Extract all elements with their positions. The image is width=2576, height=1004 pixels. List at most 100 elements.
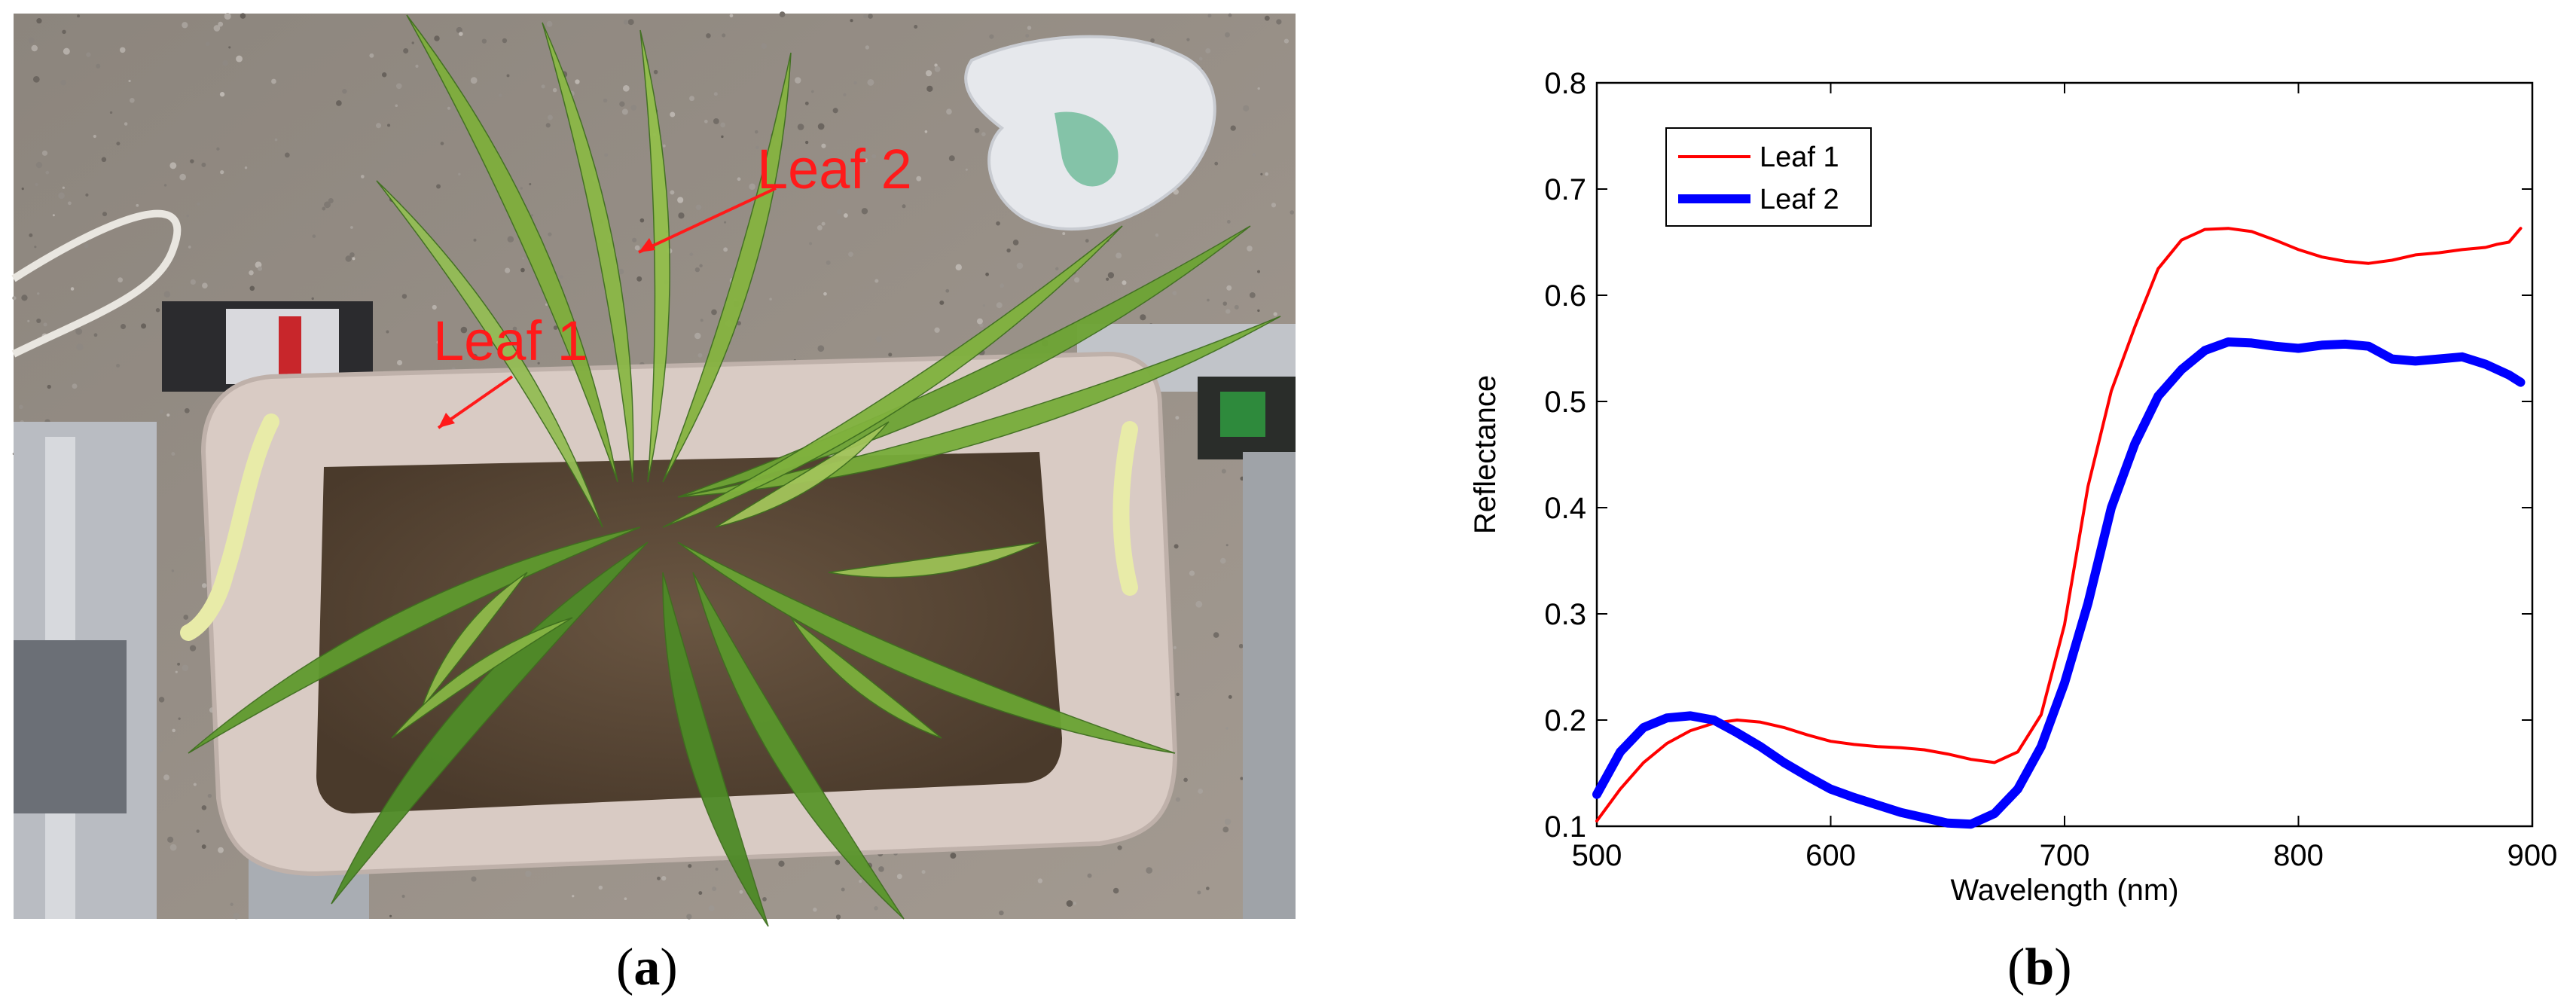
gravel-speck [821,143,826,148]
gravel-speck [188,246,191,249]
gravel-speck [1222,826,1229,833]
gravel-speck [545,123,551,128]
gravel-speck [218,847,224,853]
gravel-speck [916,175,922,182]
gravel-speck [240,13,246,19]
gravel-speck [396,359,403,366]
gravel-speck [843,93,847,96]
gravel-speck [411,41,414,44]
gravel-speck [47,384,51,389]
gravel-speck [499,93,502,97]
gravel-speck [389,914,392,917]
gravel-speck [888,352,893,357]
caption-b: (b) [2007,938,2072,996]
gravel-speck [1062,232,1066,236]
gravel-speck [795,77,801,84]
gravel-speck [522,257,525,260]
gravel-speck [686,914,692,920]
maize-leaf [391,617,573,739]
gravel-speck [713,92,718,96]
gravel-speck [177,662,181,666]
gravel-speck [1225,309,1231,314]
gravel-speck [41,150,48,156]
gravel-speck [945,288,950,293]
gravel-speck [201,805,207,810]
gravel-speck [190,279,196,285]
gravel-speck [878,866,884,872]
gravel-speck [627,19,634,26]
gravel-speck [381,72,387,78]
gravel-speck [530,214,533,217]
gravel-speck [84,243,89,249]
gravel-speck [965,168,968,171]
gravel-speck [630,105,637,111]
gravel-speck [169,844,177,851]
gravel-speck [661,875,667,881]
gravel-speck [1174,544,1179,549]
gravel-speck [662,144,666,148]
gravel-speck [502,38,508,44]
gravel-speck [507,236,514,243]
gravel-speck [1264,15,1270,21]
gravel-speck [711,309,717,316]
gravel-speck [130,97,135,103]
gravel-speck [401,294,407,299]
soil [316,452,1062,813]
gravel-speck [487,351,490,355]
maize-leaf [828,542,1040,578]
gravel-speck [456,26,462,34]
gravel-speck [934,327,940,333]
gravel-speck [624,897,627,901]
gravel-speck [1198,789,1204,794]
gravel-speck [345,255,352,262]
gravel-speck [62,29,66,35]
gravel-speck [434,35,440,41]
gravel-speck [349,252,355,258]
gravel-speck [545,303,548,307]
legend-entry-label: Leaf 1 [1760,142,1839,173]
gravel-speck [141,323,147,329]
gravel-speck [902,204,906,209]
gravel-speck [1195,600,1203,608]
gravel-speck [205,41,210,47]
gravel-speck [101,157,107,163]
gravel-speck [244,166,248,169]
gravel-speck [559,275,563,279]
gravel-speck [1206,887,1210,890]
gravel-speck [706,33,711,38]
gravel-speck [436,184,441,189]
gravel-speck [224,13,231,20]
gravel-speck [167,836,174,843]
gravel-speck [1225,32,1230,38]
gravel-speck [826,260,831,265]
gravel-speck [1221,468,1226,474]
gravel-speck [552,87,557,93]
gravel-speck [810,90,814,93]
gravel-speck [1006,248,1011,253]
gravel-speck [778,860,785,867]
gravel-speck [460,326,468,334]
gravel-speck [1140,314,1146,321]
gravel-speck [166,414,170,417]
gravel-speck [1116,252,1122,259]
gravel-speck [1271,203,1277,208]
gravel-speck [755,145,759,150]
gravel-speck [677,197,684,203]
x-tick-label: 700 [2040,839,2090,872]
gravel-speck [1186,38,1190,41]
gravel-speck [75,328,83,335]
gravel-speck [35,182,38,187]
gravel-speck [190,159,194,163]
gravel-speck [159,749,163,752]
gravel-speck [322,206,326,211]
gravel-speck [158,697,165,703]
gravel-speck [999,910,1004,916]
gravel-speck [350,226,353,229]
gravel-speck [403,47,409,54]
annotation-leaf-1: Leaf 1 [433,310,588,429]
gravel-speck [124,122,128,126]
gravel-speck [739,890,743,894]
gravel-speck [207,793,212,798]
gravel-speck [197,202,200,206]
gravel-speck [216,147,220,151]
